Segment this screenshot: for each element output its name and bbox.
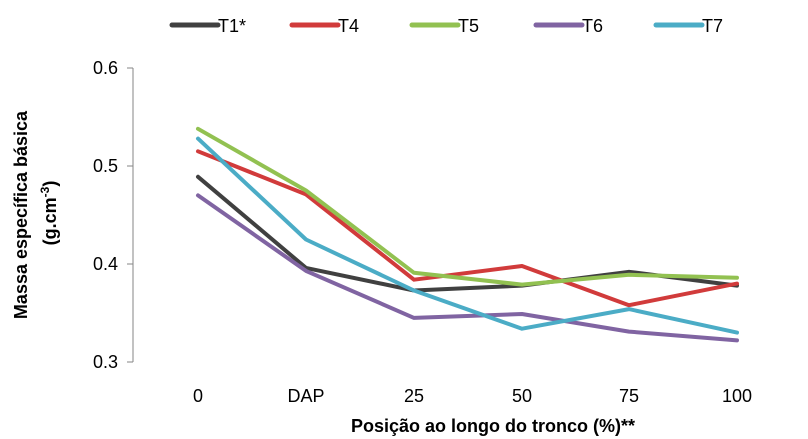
legend-item-t4: T4 [289,16,359,36]
x-tick-label: 75 [619,386,639,406]
x-tick-label: DAP [287,386,324,406]
legend-item-t5: T5 [409,16,479,36]
series-line-t4 [196,149,739,308]
x-tick-label: 25 [404,386,424,406]
y-tick-label: 0.4 [93,254,118,274]
x-tick-label: 100 [722,386,752,406]
legend: T1* T4 T5 T6 T7 [169,16,723,36]
legend-label: T1* [218,16,246,36]
y-axis-unit-end: ) [40,181,60,187]
y-axis-unit-base: (g.cm [40,197,60,245]
legend-label: T4 [338,16,359,36]
y-tick-label: 0.3 [93,352,118,372]
y-ticks: 0.6 0.5 0.4 0.3 [93,58,133,372]
series-group [196,126,739,343]
legend-item-t7: T7 [653,16,723,36]
legend-label: T5 [458,16,479,36]
legend-item-t6: T6 [533,16,603,36]
x-tick-label: 0 [193,386,203,406]
x-tick-labels: 0 DAP 25 50 75 100 [193,386,752,406]
series-line-t5 [196,126,739,287]
y-tick-label: 0.6 [93,58,118,78]
legend-item-t1: T1* [169,16,246,36]
legend-label: T7 [702,16,723,36]
series-line-t7 [196,136,739,335]
legend-label: T6 [582,16,603,36]
y-tick-label: 0.5 [93,156,118,176]
y-axis-title: Massa específica básica [11,110,31,319]
y-axis-title-main: Massa específica básica [11,110,31,319]
y-axis-unit: (g.cm-3) [38,181,60,246]
x-axis-title: Posição ao longo do tronco (%)** [351,416,635,436]
y-axis-unit-superscript: -3 [38,186,52,197]
series-line-t6 [196,193,739,343]
x-tick-label: 50 [512,386,532,406]
